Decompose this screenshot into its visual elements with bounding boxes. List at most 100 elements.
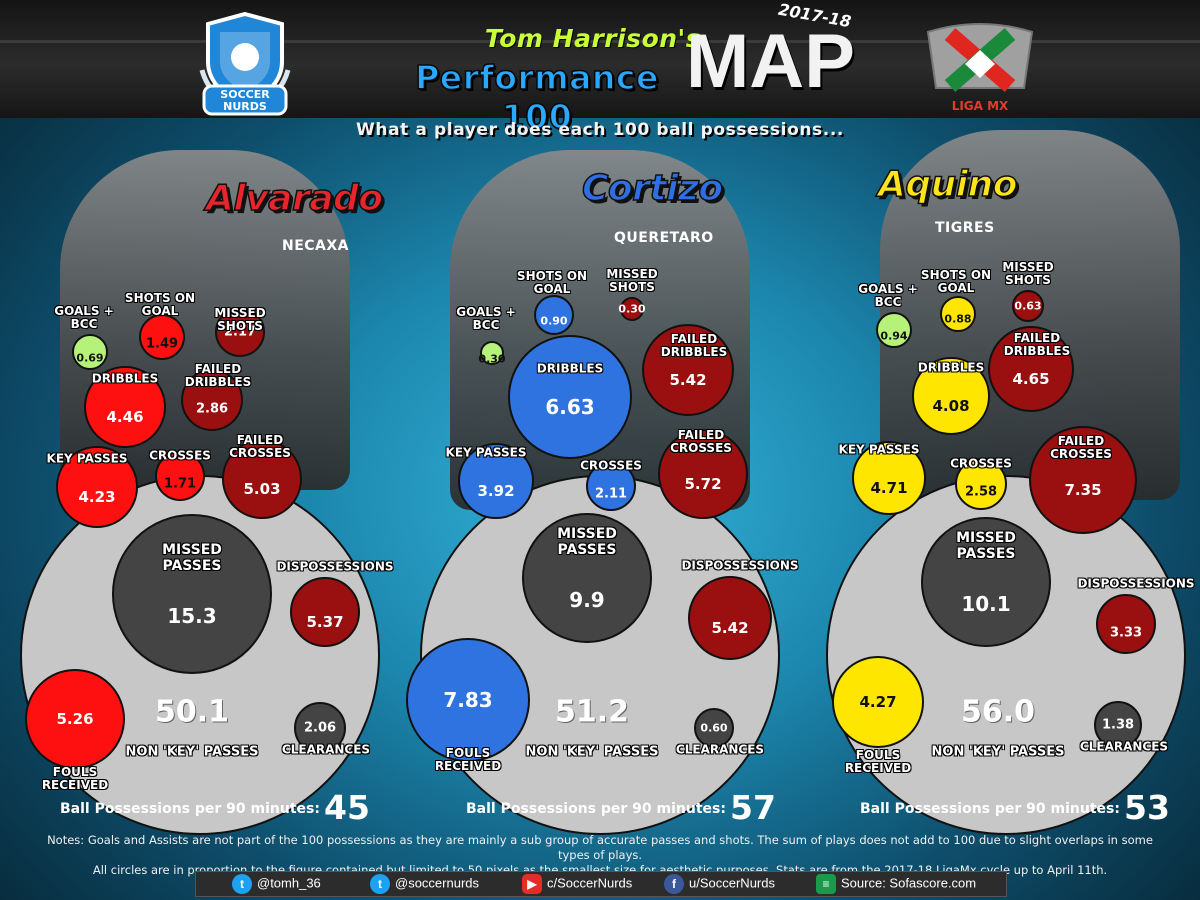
subtitle: What a player does each 100 ball possess… — [356, 120, 844, 140]
clearances-value: 0.60 — [700, 721, 728, 735]
dribbles-label: DRIBBLES — [536, 361, 604, 376]
failed-crosses-label: FAILED CROSSES — [229, 433, 291, 460]
non-key-passes-label: NON 'KEY' PASSES — [525, 744, 659, 760]
missed-shots-value: 0.63 — [1014, 299, 1042, 313]
player-club-cortizo: QUERETARO — [614, 230, 714, 246]
possessions-value: 53 — [1123, 788, 1170, 827]
soccer-nurds-logo: SOCCER NURDS — [199, 11, 291, 116]
crosses-label: CROSSES — [149, 448, 211, 463]
failed-dribbles-circle — [642, 324, 734, 416]
shots-on-goal-label: SHOTS ON GOAL — [516, 269, 588, 296]
dispossessions-circle — [290, 577, 360, 647]
svg-text:SOCCER: SOCCER — [220, 88, 270, 101]
missed-passes-label: MISSED PASSES — [162, 542, 222, 574]
clearances-circle — [694, 708, 734, 748]
source-credit: ≡ Source: Sofascore.com — [816, 874, 976, 894]
failed-dribbles-value: 2.86 — [195, 401, 229, 417]
possessions-label: Ball Possessions per 90 minutes: — [60, 801, 320, 817]
dispossessions-circle — [1096, 594, 1156, 654]
crosses-value: 2.11 — [594, 486, 628, 501]
failed-dribbles-label: FAILED DRIBBLES — [1003, 331, 1071, 358]
twitter-link-tomh[interactable]: t @tomh_36 — [232, 874, 321, 894]
dispossessions-circle — [688, 576, 772, 660]
clearances-label: CLEARANCES — [1079, 739, 1169, 754]
youtube-link[interactable]: ▶ c/SoccerNurds — [522, 874, 632, 894]
dribbles-label: DRIBBLES — [917, 360, 985, 375]
goals-bcc-circle — [72, 334, 108, 370]
player-club-aquino: TIGRES — [935, 220, 995, 236]
twitter-link-soccernurds[interactable]: t @soccernurds — [370, 874, 479, 894]
twitter-handle: @tomh_36 — [257, 875, 321, 891]
goals-bcc-value: 0.30 — [478, 352, 506, 366]
fouls-received-circle — [25, 669, 125, 769]
failed-crosses-value: 5.03 — [243, 480, 281, 498]
crosses-circle — [155, 451, 205, 501]
shots-on-goal-value: 0.88 — [944, 312, 972, 326]
twitter-handle: @soccernurds — [395, 875, 480, 891]
failed-dribbles-label: FAILED DRIBBLES — [660, 332, 728, 359]
goals-bcc-label: GOALS + BCC — [858, 282, 918, 309]
social-bar — [195, 871, 1007, 897]
notes-line-1: Notes: Goals and Assists are not part of… — [47, 833, 1153, 862]
clearances-value: 2.06 — [303, 720, 337, 736]
failed-dribbles-value: 4.65 — [1012, 370, 1050, 388]
key-passes-circle — [458, 443, 534, 519]
goals-bcc-label: GOALS + BCC — [54, 304, 114, 331]
failed-dribbles-circle — [988, 326, 1074, 412]
missed-passes-label: MISSED PASSES — [956, 530, 1016, 562]
missed-passes-circle — [522, 513, 652, 643]
shots-on-goal-label: SHOTS ON GOAL — [124, 291, 196, 318]
shots-on-goal-value: 1.49 — [145, 336, 179, 352]
clearances-circle — [1094, 701, 1142, 749]
possessions-cortizo: Ball Possessions per 90 minutes: 57 — [466, 788, 776, 827]
key-passes-label: KEY PASSES — [838, 442, 920, 457]
facebook-icon: f — [664, 874, 684, 894]
dribbles-label: DRIBBLES — [91, 371, 159, 386]
twitter-icon: t — [232, 874, 252, 894]
missed-shots-circle — [215, 307, 265, 357]
key-passes-value: 3.92 — [477, 482, 515, 500]
database-icon: ≡ — [816, 874, 836, 894]
performance-title: Performance 100 — [414, 57, 659, 137]
shots-on-goal-circle — [139, 314, 185, 360]
dribbles-value: 4.46 — [106, 408, 144, 426]
dispossessions-label: DISPOSSESSIONS — [681, 558, 799, 573]
goals-bcc-circle — [876, 312, 912, 348]
missed-shots-value: 2.17 — [223, 324, 257, 340]
facebook-link[interactable]: f u/SoccerNurds — [664, 874, 775, 894]
shots-on-goal-circle — [940, 296, 976, 332]
failed-crosses-label: FAILED CROSSES — [1050, 434, 1112, 461]
dribbles-circle — [912, 357, 990, 435]
svg-text:NURDS: NURDS — [223, 100, 267, 113]
crosses-circle — [955, 458, 1007, 510]
goals-bcc-label: GOALS + BCC — [456, 305, 516, 332]
failed-dribbles-circle — [181, 369, 243, 431]
non-key-passes-value: 50.1 — [154, 694, 230, 730]
failed-crosses-circle — [658, 429, 748, 519]
failed-crosses-circle — [222, 439, 302, 519]
possessions-aquino: Ball Possessions per 90 minutes: 53 — [860, 788, 1170, 827]
possessions-value: 57 — [729, 788, 776, 827]
player-club-alvarado: NECAXA — [282, 238, 350, 254]
shots-on-goal-label: SHOTS ON GOAL — [920, 268, 992, 295]
missed-passes-value: 15.3 — [167, 604, 217, 628]
key-passes-label: KEY PASSES — [445, 445, 527, 460]
author-title: Tom Harrison's — [484, 24, 702, 53]
facebook-handle: u/SoccerNurds — [689, 875, 775, 891]
youtube-icon: ▶ — [522, 874, 542, 894]
dribbles-circle — [84, 366, 166, 448]
shots-on-goal-value: 0.90 — [540, 314, 568, 328]
crosses-label: CROSSES — [580, 458, 642, 473]
clearances-circle — [294, 702, 346, 754]
fouls-received-label: FOULS RECEIVED — [434, 746, 502, 773]
failed-crosses-label: FAILED CROSSES — [670, 428, 732, 455]
key-passes-circle — [56, 446, 138, 528]
missed-passes-circle — [112, 514, 272, 674]
dispossessions-value: 5.42 — [711, 619, 749, 637]
missed-passes-circle — [921, 517, 1051, 647]
fouls-received-label: FOULS RECEIVED — [844, 748, 912, 775]
missed-shots-label: MISSED SHOTS — [214, 306, 266, 333]
failed-crosses-circle — [1029, 426, 1137, 534]
possessions-alvarado: Ball Possessions per 90 minutes: 45 — [60, 788, 370, 827]
dispossessions-label: DISPOSSESSIONS — [1077, 576, 1195, 591]
